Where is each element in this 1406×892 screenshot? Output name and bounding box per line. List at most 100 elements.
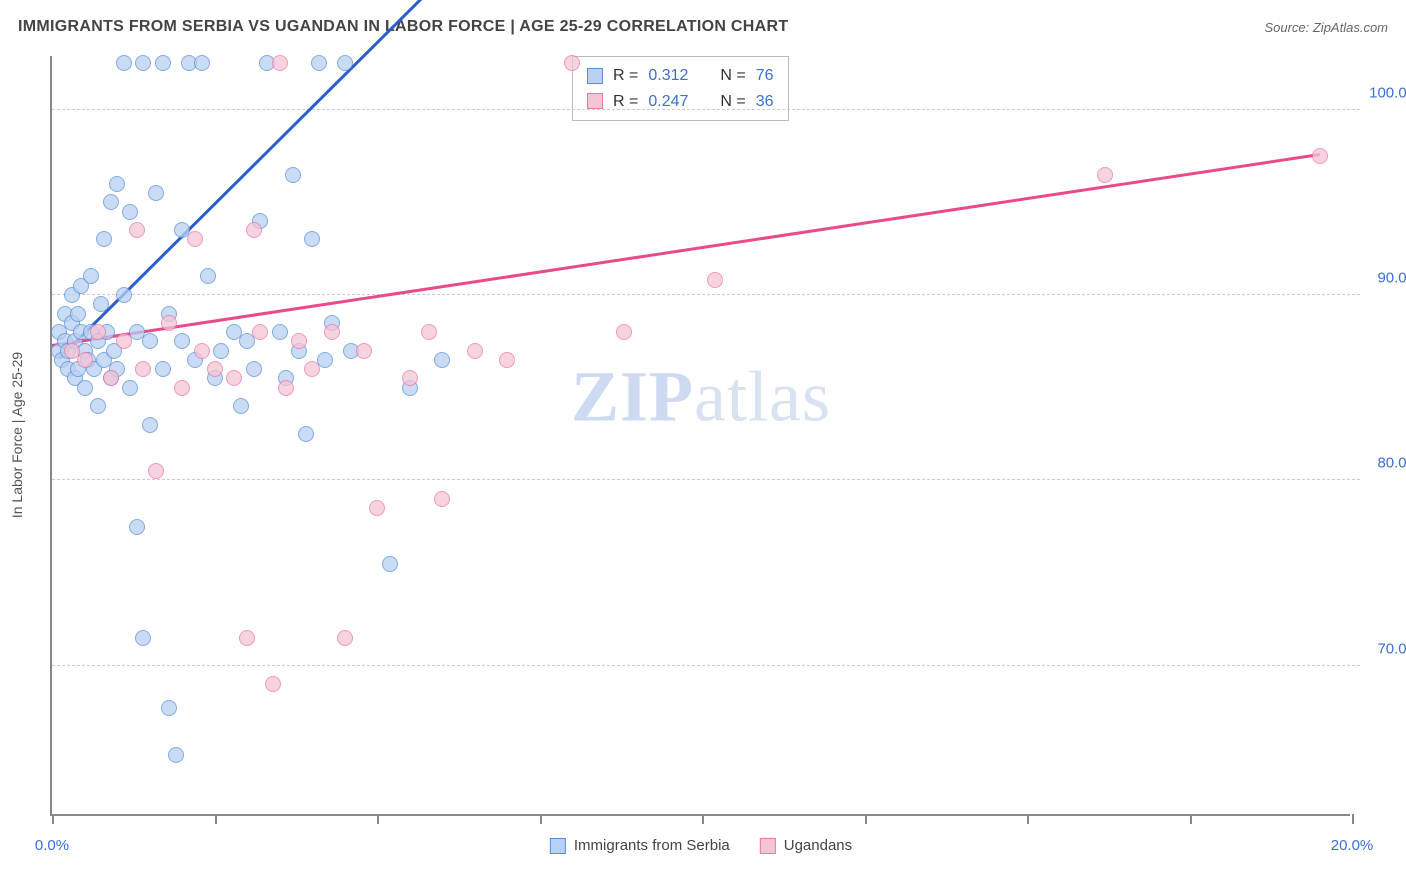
- x-tick: [377, 814, 379, 824]
- x-tick: [1027, 814, 1029, 824]
- data-point: [122, 204, 138, 220]
- data-point: [103, 370, 119, 386]
- data-point: [83, 268, 99, 284]
- data-point: [174, 333, 190, 349]
- y-tick-label: 80.0%: [1377, 455, 1406, 472]
- data-point: [434, 491, 450, 507]
- y-tick-label: 90.0%: [1377, 269, 1406, 286]
- data-point: [304, 231, 320, 247]
- data-point: [356, 343, 372, 359]
- data-point: [337, 55, 353, 71]
- watermark: ZIPatlas: [571, 356, 831, 439]
- data-point: [246, 361, 262, 377]
- x-tick: [1352, 814, 1354, 824]
- legend-item-serbia: Immigrants from Serbia: [550, 837, 730, 854]
- data-point: [135, 630, 151, 646]
- legend-item-ugandans: Ugandans: [760, 837, 852, 854]
- stat-N-value-ugandans: 36: [756, 89, 774, 115]
- data-point: [239, 630, 255, 646]
- data-point: [616, 324, 632, 340]
- scatter-plot-area: In Labor Force | Age 25-29 ZIPatlas R = …: [50, 56, 1350, 816]
- data-point: [96, 231, 112, 247]
- data-point: [707, 272, 723, 288]
- data-point: [116, 55, 132, 71]
- gridline: [52, 109, 1360, 110]
- data-point: [324, 324, 340, 340]
- data-point: [278, 380, 294, 396]
- data-point: [129, 222, 145, 238]
- data-point: [194, 55, 210, 71]
- data-point: [174, 380, 190, 396]
- data-point: [285, 167, 301, 183]
- data-point: [1312, 148, 1328, 164]
- data-point: [213, 343, 229, 359]
- x-tick: [865, 814, 867, 824]
- gridline: [52, 479, 1360, 480]
- data-point: [265, 676, 281, 692]
- x-tick-label: 0.0%: [35, 837, 69, 854]
- data-point: [116, 333, 132, 349]
- x-tick: [52, 814, 54, 824]
- stat-N-label: N =: [720, 63, 745, 89]
- data-point: [291, 333, 307, 349]
- data-point: [434, 352, 450, 368]
- data-point: [77, 380, 93, 396]
- stats-row: R = 0.247 N = 36: [587, 89, 774, 115]
- data-point: [77, 352, 93, 368]
- data-point: [467, 343, 483, 359]
- data-point: [402, 370, 418, 386]
- stat-N-label: N =: [720, 89, 745, 115]
- gridline: [52, 665, 1360, 666]
- y-axis-title: In Labor Force | Age 25-29: [9, 352, 25, 518]
- data-point: [142, 417, 158, 433]
- source-attribution: Source: ZipAtlas.com: [1264, 20, 1388, 35]
- stat-R-value-serbia: 0.312: [648, 63, 688, 89]
- data-point: [116, 287, 132, 303]
- data-point: [298, 426, 314, 442]
- data-point: [226, 370, 242, 386]
- legend-swatch-serbia: [550, 838, 566, 854]
- data-point: [187, 231, 203, 247]
- data-point: [233, 398, 249, 414]
- data-point: [207, 361, 223, 377]
- correlation-stats-box: R = 0.312 N = 76 R = 0.247 N = 36: [572, 56, 789, 121]
- bottom-legend: Immigrants from Serbia Ugandans: [550, 837, 852, 854]
- y-tick-label: 100.0%: [1369, 84, 1406, 101]
- legend-swatch-ugandans: [760, 838, 776, 854]
- data-point: [168, 747, 184, 763]
- data-point: [155, 55, 171, 71]
- data-point: [499, 352, 515, 368]
- y-tick-label: 70.0%: [1377, 640, 1406, 657]
- stat-N-value-serbia: 76: [756, 63, 774, 89]
- legend-swatch-serbia: [587, 68, 603, 84]
- x-tick: [1190, 814, 1192, 824]
- watermark-rest: atlas: [694, 357, 831, 437]
- gridline: [52, 294, 1360, 295]
- stat-R-label: R =: [613, 63, 638, 89]
- legend-label-ugandans: Ugandans: [784, 837, 852, 854]
- data-point: [90, 398, 106, 414]
- watermark-bold: ZIP: [571, 357, 694, 437]
- x-tick: [540, 814, 542, 824]
- stats-row: R = 0.312 N = 76: [587, 63, 774, 89]
- trend-line: [52, 153, 1320, 346]
- data-point: [109, 176, 125, 192]
- data-point: [93, 296, 109, 312]
- data-point: [272, 324, 288, 340]
- data-point: [369, 500, 385, 516]
- data-point: [1097, 167, 1113, 183]
- data-point: [200, 268, 216, 284]
- data-point: [337, 630, 353, 646]
- data-point: [311, 55, 327, 71]
- legend-label-serbia: Immigrants from Serbia: [574, 837, 730, 854]
- x-tick-label: 20.0%: [1331, 837, 1374, 854]
- data-point: [272, 55, 288, 71]
- stat-R-value-ugandans: 0.247: [648, 89, 688, 115]
- data-point: [304, 361, 320, 377]
- chart-title: IMMIGRANTS FROM SERBIA VS UGANDAN IN LAB…: [18, 18, 788, 36]
- data-point: [382, 556, 398, 572]
- data-point: [135, 55, 151, 71]
- data-point: [564, 55, 580, 71]
- data-point: [421, 324, 437, 340]
- data-point: [135, 361, 151, 377]
